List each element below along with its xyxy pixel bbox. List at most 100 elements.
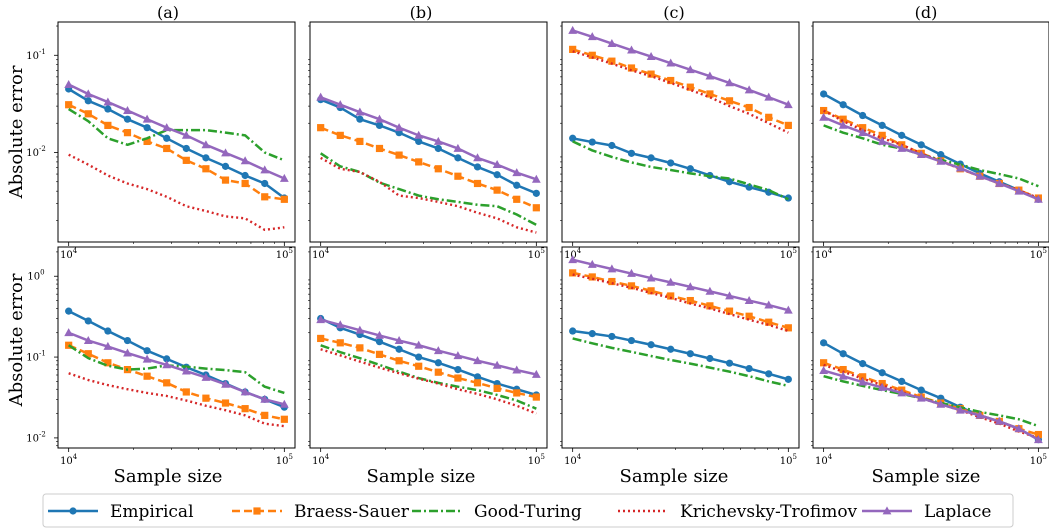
panel--a-row1: 104 105 10-2 10-1 xyxy=(26,21,296,261)
series-krichevsky-trofimov xyxy=(572,50,789,134)
point-laplace xyxy=(162,123,172,132)
point-laplace xyxy=(512,365,522,374)
point-braess-sauer xyxy=(532,393,540,401)
point-laplace xyxy=(221,379,230,388)
point-braess-sauer xyxy=(104,359,112,367)
axes-frame xyxy=(812,21,1049,243)
point-laplace xyxy=(744,85,754,94)
point-empirical xyxy=(473,373,482,381)
point-laplace xyxy=(64,79,74,88)
point-braess-sauer xyxy=(317,124,325,132)
panel-title-a: (a) xyxy=(157,3,179,22)
point-laplace xyxy=(531,369,541,378)
x-axis-label-a: Sample size xyxy=(114,466,223,487)
series-group xyxy=(568,25,793,202)
point-laplace xyxy=(975,171,985,180)
series-group xyxy=(568,255,793,388)
point-braess-sauer xyxy=(1034,430,1042,439)
point-braess-sauer xyxy=(608,277,616,286)
point-laplace xyxy=(453,351,463,360)
legend-entry-braess-sauer: Braess-Sauer xyxy=(232,502,410,522)
point-braess-sauer xyxy=(123,129,132,137)
series-empirical xyxy=(320,98,537,195)
point-empirical xyxy=(434,144,442,153)
legend-entry-laplace: Laplace xyxy=(862,502,991,522)
point-braess-sauer xyxy=(493,384,501,392)
point-empirical xyxy=(143,124,151,132)
series-group xyxy=(819,90,1043,203)
point-braess-sauer xyxy=(221,176,230,184)
y-tick-label: 10-2 xyxy=(26,145,46,159)
panel--b-row2: 104 105 xyxy=(308,246,548,467)
point-laplace xyxy=(240,156,250,165)
point-laplace xyxy=(531,174,541,183)
point-laplace xyxy=(355,325,365,334)
point-empirical xyxy=(241,171,249,180)
point-braess-sauer xyxy=(375,350,384,358)
point-braess-sauer xyxy=(202,165,210,173)
point-laplace xyxy=(877,136,887,145)
point-laplace xyxy=(819,112,829,121)
point-braess-sauer xyxy=(375,144,384,153)
point-laplace xyxy=(666,277,676,286)
point-braess-sauer xyxy=(745,312,753,320)
series-group xyxy=(316,92,541,234)
panel--b-row1: 104 105 xyxy=(308,21,548,261)
point-laplace xyxy=(473,356,482,365)
point-empirical xyxy=(123,336,132,345)
point-laplace xyxy=(685,282,695,291)
point-braess-sauer xyxy=(667,76,675,85)
point-laplace xyxy=(783,100,793,109)
point-braess-sauer xyxy=(202,394,210,402)
point-braess-sauer xyxy=(163,144,171,153)
series-good-turing xyxy=(68,107,285,162)
axes-frame xyxy=(812,246,1049,449)
point-laplace xyxy=(627,268,636,277)
series-krichevsky-trofimov xyxy=(68,372,285,428)
point-braess-sauer xyxy=(647,287,655,295)
legend-marker xyxy=(882,506,892,515)
series-group xyxy=(316,314,541,415)
point-laplace xyxy=(414,130,424,139)
x-tick-label: 104 xyxy=(815,453,833,467)
point-empirical xyxy=(513,181,521,189)
axes-frame xyxy=(309,246,548,449)
point-empirical xyxy=(820,339,828,347)
point-braess-sauer xyxy=(608,57,616,65)
legend-marker xyxy=(69,507,77,515)
point-empirical xyxy=(182,144,190,153)
point-laplace xyxy=(142,354,152,363)
point-braess-sauer xyxy=(84,110,92,118)
x-tick-label: 105 xyxy=(276,453,293,467)
point-laplace xyxy=(705,71,715,80)
point-laplace xyxy=(221,148,230,157)
point-braess-sauer xyxy=(241,179,249,188)
y-tick-label: 100 xyxy=(27,269,44,283)
panel--c-row2: 104 105 xyxy=(560,246,800,467)
point-braess-sauer xyxy=(241,405,249,413)
point-braess-sauer xyxy=(280,415,288,423)
point-empirical xyxy=(917,141,925,149)
series-laplace xyxy=(572,258,789,312)
point-empirical xyxy=(65,307,73,315)
point-braess-sauer xyxy=(143,372,151,380)
point-empirical xyxy=(706,354,714,363)
point-empirical xyxy=(221,162,230,170)
point-braess-sauer xyxy=(706,90,714,98)
series-group xyxy=(819,339,1043,444)
point-braess-sauer xyxy=(725,97,734,105)
point-empirical xyxy=(647,341,655,349)
point-empirical xyxy=(588,330,596,338)
point-empirical xyxy=(261,179,269,188)
point-laplace xyxy=(1033,435,1043,444)
series-krichevsky-trofimov xyxy=(320,348,537,415)
legend-entry-good-turing: Good-Turing xyxy=(412,502,582,522)
point-laplace xyxy=(414,340,424,349)
legend: Empirical Braess-Sauer Good-Turing Krichevs… xyxy=(42,493,1014,528)
point-empirical xyxy=(765,370,773,378)
point-braess-sauer xyxy=(784,121,792,129)
minor-ticks xyxy=(308,251,527,450)
point-laplace xyxy=(838,120,848,129)
point-laplace xyxy=(858,377,868,386)
